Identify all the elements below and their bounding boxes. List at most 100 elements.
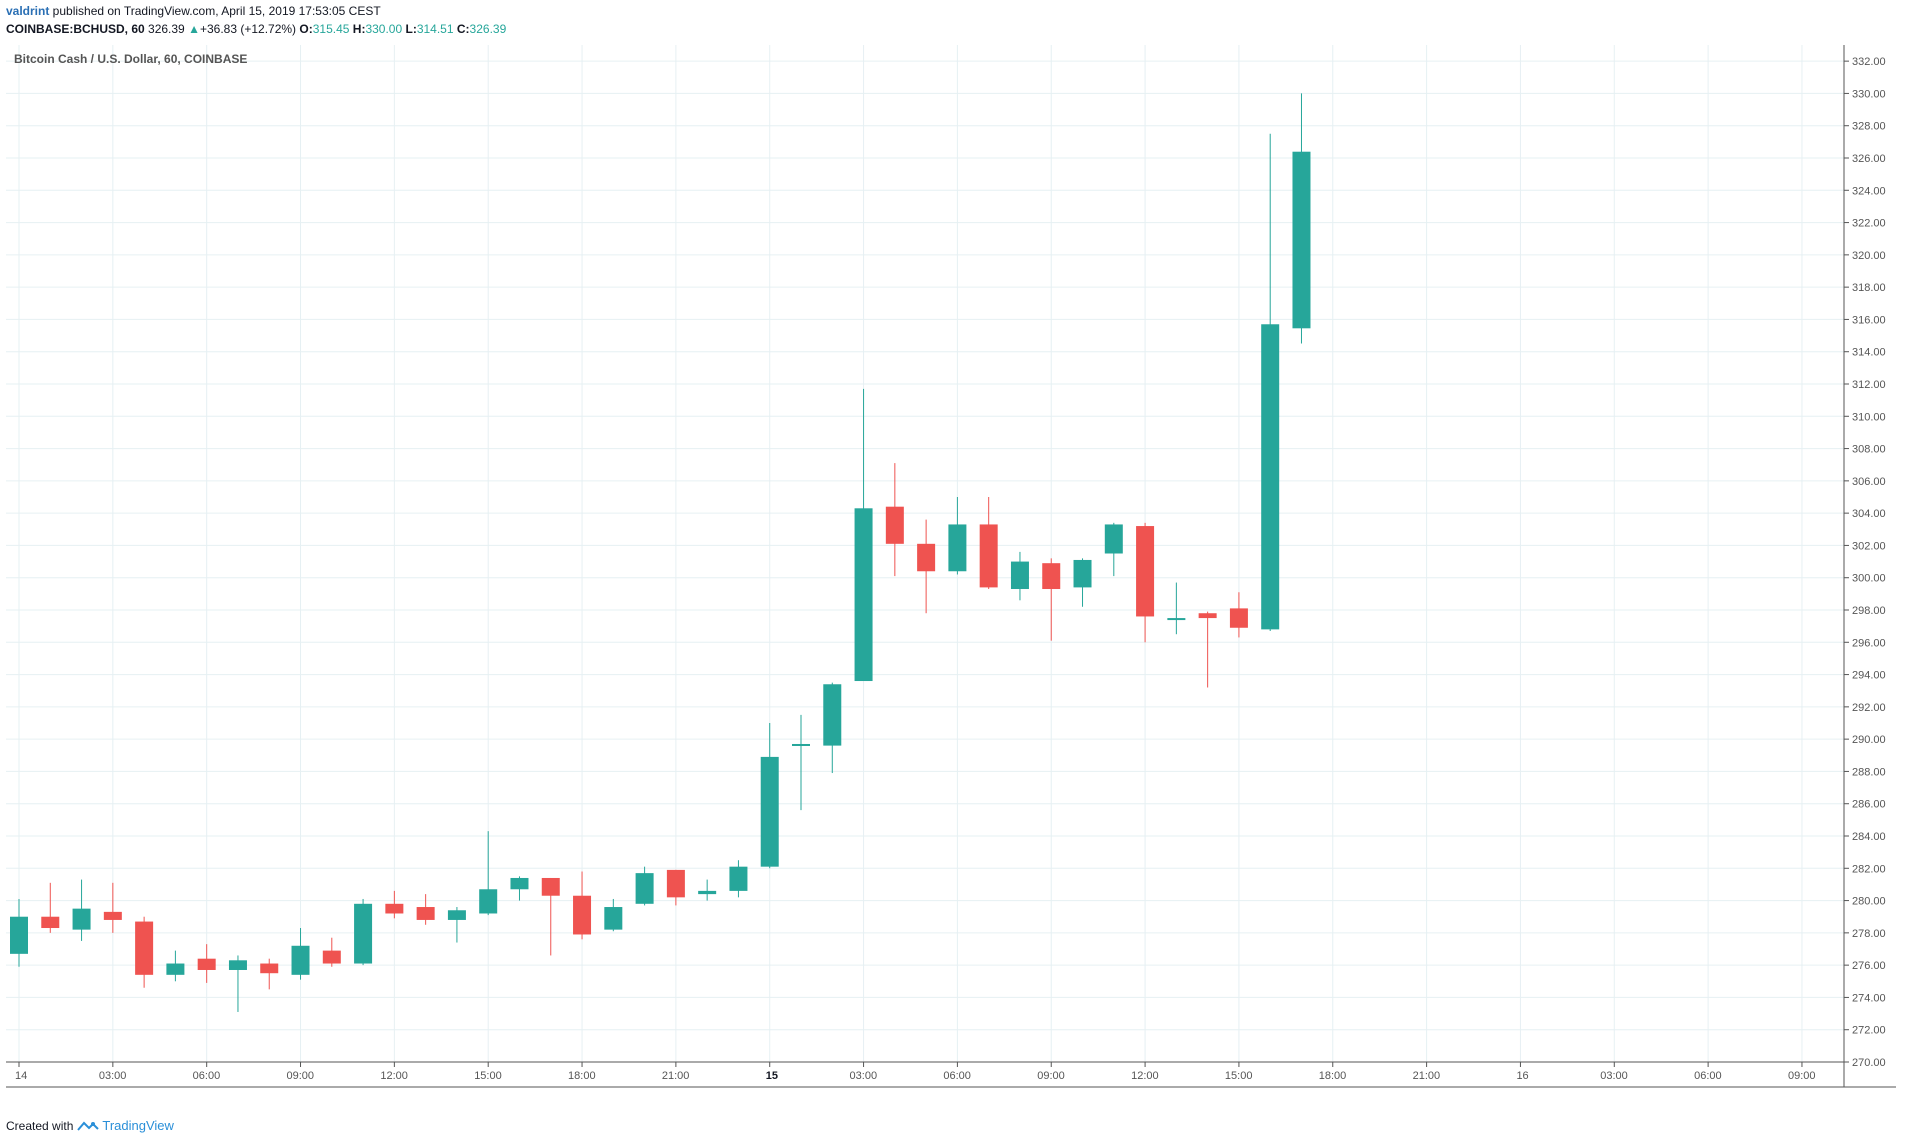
time-tick-label: 06:00 [943,1070,971,1082]
candle-body[interactable] [479,889,498,914]
candle-body[interactable] [760,756,779,867]
time-tick-label: 09:00 [1037,1070,1065,1082]
high-label: H: [352,22,366,36]
candle-body[interactable] [1167,618,1186,621]
time-tick-label: 18:00 [568,1070,596,1082]
plot-border [6,45,1896,1088]
candle-body[interactable] [666,869,685,898]
price-tick-label: 282.00 [1852,863,1886,875]
close-value: 326.39 [469,22,507,36]
chart-title: Bitcoin Cash / U.S. Dollar, 60, COINBASE [14,52,247,66]
low-label: L: [405,22,417,36]
candle-body[interactable] [291,945,310,975]
price-tick-label: 304.00 [1852,508,1886,520]
candle-body[interactable] [135,921,154,975]
candle-body[interactable] [260,963,279,974]
time-tick-label: 16 [1516,1070,1528,1082]
price-tick-label: 290.00 [1852,734,1886,746]
candle-body[interactable] [854,508,873,682]
low-value: 314.51 [416,22,454,36]
chart-header: valdrint published on TradingView.com, A… [6,4,1896,37]
time-tick-label: 15:00 [474,1070,502,1082]
candle-body[interactable] [1261,324,1280,630]
price-tick-label: 308.00 [1852,444,1886,456]
candle-body[interactable] [103,911,122,920]
price-tick-label: 272.00 [1852,1025,1886,1037]
footer: Created with TradingView [6,1118,174,1133]
price-tick-label: 306.00 [1852,476,1886,488]
candle-body[interactable] [41,916,60,929]
candle-body[interactable] [604,907,623,930]
price-change: +36.83 (+12.72%) [199,22,297,36]
candle-body[interactable] [573,895,592,935]
candle-body[interactable] [698,890,717,895]
candle-body[interactable] [885,506,904,544]
time-tick-label: 03:00 [1600,1070,1628,1082]
price-tick-label: 274.00 [1852,992,1886,1004]
candle-body[interactable] [72,908,91,930]
candle-body[interactable] [1104,524,1123,554]
author-link[interactable]: valdrint [6,4,50,18]
price-tick-label: 292.00 [1852,702,1886,714]
time-tick-label: 21:00 [662,1070,690,1082]
candle-body[interactable] [197,958,216,970]
candle-body[interactable] [1042,563,1061,590]
price-tick-label: 298.00 [1852,605,1886,617]
candle-body[interactable] [1136,526,1155,617]
price-tick-label: 314.00 [1852,347,1886,359]
time-tick-label: 03:00 [850,1070,878,1082]
price-tick-label: 284.00 [1852,831,1886,843]
price-tick-label: 322.00 [1852,218,1886,230]
price-tick-label: 320.00 [1852,250,1886,262]
candle-body[interactable] [635,873,654,904]
candle-body[interactable] [541,877,560,896]
candle-body[interactable] [1229,608,1248,628]
created-with-label: Created with [6,1118,74,1133]
candlestick-chart[interactable]: 270.00 272.00 274.00 276.00 278.00 280.00 282.… [6,45,1896,1107]
candle-body[interactable] [1292,151,1311,329]
candle-body[interactable] [979,524,998,588]
candle-body[interactable] [447,910,466,920]
up-arrow-icon: ▲ [188,22,200,36]
tradingview-logo[interactable]: TradingView [77,1118,174,1133]
price-tick-label: 312.00 [1852,379,1886,391]
symbol-label: COINBASE:BCHUSD, 60 [6,22,145,36]
time-tick-label: 21:00 [1413,1070,1441,1082]
price-axis[interactable]: 270.00 272.00 274.00 276.00 278.00 280.00 282.… [1844,56,1886,1069]
price-tick-label: 276.00 [1852,960,1886,972]
candle-body[interactable] [1073,559,1092,588]
candle-body[interactable] [385,903,404,914]
price-tick-label: 294.00 [1852,670,1886,682]
time-axis[interactable]: 14 03:00 06:00 09:00 12:00 15:00 18:00 21:00 15 0… [15,1062,1815,1082]
price-tick-label: 302.00 [1852,540,1886,552]
candle-body[interactable] [354,903,373,964]
time-tick-label: 14 [15,1070,27,1082]
time-tick-label: 09:00 [1788,1070,1816,1082]
candle-body[interactable] [416,907,435,920]
chart-frame[interactable]: 270.00 272.00 274.00 276.00 278.00 280.00 282.… [6,45,1896,1107]
candle-body[interactable] [166,963,185,975]
time-tick-label: 18:00 [1319,1070,1347,1082]
time-tick-label: 03:00 [99,1070,127,1082]
candle-body[interactable] [322,950,341,964]
candle-body[interactable] [510,877,529,890]
price-tick-label: 288.00 [1852,766,1886,778]
open-label: O: [299,22,313,36]
price-tick-label: 330.00 [1852,88,1886,100]
candle-body[interactable] [228,960,247,970]
candle-body[interactable] [917,543,936,572]
price-tick-label: 324.00 [1852,185,1886,197]
candle-body[interactable] [792,743,810,746]
price-tick-label: 280.00 [1852,896,1886,908]
candle-body[interactable] [729,866,748,891]
candle-body[interactable] [823,684,842,746]
price-tick-label: 278.00 [1852,928,1886,940]
candle-body[interactable] [1198,613,1217,619]
price-tick-label: 332.00 [1852,56,1886,68]
candles [10,93,1311,1012]
quote-line: COINBASE:BCHUSD, 60 326.39 ▲+36.83 (+12.… [6,22,1896,37]
price-tick-label: 318.00 [1852,282,1886,294]
candle-body[interactable] [10,916,28,954]
candle-body[interactable] [1010,561,1029,590]
candle-body[interactable] [948,524,967,572]
